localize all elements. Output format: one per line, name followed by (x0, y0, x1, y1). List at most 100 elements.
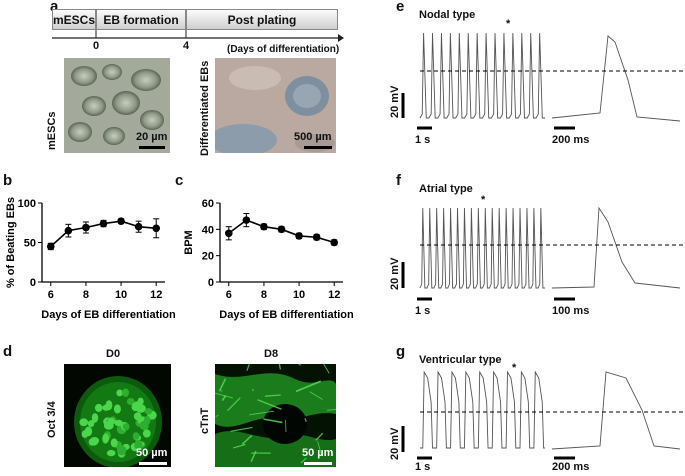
data-point (134, 222, 143, 231)
nucleus (136, 401, 143, 409)
nucleus (110, 438, 118, 448)
ap-atrial (551, 206, 681, 289)
chart-b: 0 50 100 6 8 10 12 Days of EB differentiation % … (5, 197, 176, 321)
data-point (99, 219, 108, 228)
panel-label-f: f (396, 172, 401, 189)
timeline-stage-post-plating: Post plating (186, 9, 338, 30)
nucleus (102, 404, 110, 411)
nucleus (122, 388, 130, 397)
time-scale-f-right: 100 ms (552, 305, 590, 317)
scale-bar (139, 462, 167, 465)
nucleus (143, 415, 151, 425)
x-tick-label: 12 (150, 289, 162, 301)
ebs-scale-label: 500 µm (294, 131, 332, 143)
x-axis-label: Days of EB differentiation (41, 309, 176, 321)
time-scale-g-left: 1 s (415, 461, 431, 473)
x-tick-label: 10 (293, 289, 305, 301)
time-scale-e-left: 1 s (415, 134, 431, 146)
data-point (260, 222, 268, 231)
voltage-scale-g: 20 mV (389, 427, 401, 460)
x-tick-label: 8 (83, 289, 89, 301)
fiber (326, 409, 336, 411)
fiber (263, 418, 283, 424)
fiber (257, 399, 282, 410)
y-tick-label: 0 (208, 277, 214, 289)
chart-c: 0 20 40 60 6 8 10 12 Days of EB differentiation B… (183, 198, 354, 321)
data-point (295, 232, 303, 240)
trace-ventricular (420, 370, 545, 449)
atrial-type-title: Atrial type (419, 183, 473, 195)
data-point (46, 242, 55, 251)
asterisk-g: * (512, 362, 517, 374)
x-axis-label: Days of EB differentiation (219, 309, 354, 321)
data-point (224, 229, 233, 238)
nucleus (106, 449, 116, 457)
x-tick-label: 8 (261, 289, 267, 301)
ventricular-type-title: Ventricular type (419, 354, 502, 366)
fiber (315, 432, 324, 441)
fiber (304, 418, 307, 422)
timeline-stage-mescs: mESCs (52, 9, 96, 30)
x-tick-label: 6 (226, 289, 232, 301)
fiber (251, 388, 254, 392)
time-scale-e-right: 200 ms (552, 134, 590, 146)
nucleus (91, 413, 99, 423)
panel-label-c: c (175, 172, 184, 189)
fiber (230, 426, 253, 432)
ctnt-photo (215, 364, 336, 467)
trace-atrial (419, 207, 545, 289)
nucleus (142, 429, 151, 438)
nucleus (144, 408, 153, 415)
data-point (64, 226, 73, 235)
fiber (241, 434, 253, 445)
fiber (233, 443, 246, 449)
timeline-tick-4: 4 (183, 40, 190, 52)
nucleus (132, 432, 140, 440)
fiber (215, 414, 219, 418)
nucleus (114, 419, 123, 427)
timeline-axis (52, 30, 344, 42)
fiber (246, 364, 250, 371)
fiber (323, 364, 330, 374)
voltage-scale-e: 20 mV (389, 85, 401, 118)
x-tick-label: 10 (115, 289, 127, 301)
panel-label-d: d (3, 343, 13, 360)
panel-label-a: a (50, 0, 59, 15)
y-tick-label: 0 (30, 277, 36, 289)
d8-title: D8 (264, 348, 279, 360)
data-point (330, 238, 339, 247)
data-point (152, 224, 161, 233)
timeline-axis-label: (Days of differentiation) (227, 44, 340, 55)
nucleus (84, 426, 93, 437)
scale-bar (304, 462, 332, 465)
panel-label-e: e (396, 0, 405, 15)
scale-bar (304, 146, 332, 149)
ctnt-scale-label: 50 µm (302, 447, 334, 459)
data-point (82, 223, 90, 232)
nucleus (88, 438, 96, 446)
x-tick-label: 12 (328, 289, 340, 301)
d0-title: D0 (106, 348, 121, 360)
nucleus (79, 418, 89, 427)
fiber (249, 410, 275, 416)
panel-label-g: g (396, 343, 406, 360)
oct34-scale-label: 50 µm (136, 447, 168, 459)
nucleus (94, 403, 103, 413)
y-tick-label: 40 (202, 224, 214, 236)
nucleus (122, 423, 130, 431)
fiber (309, 391, 323, 400)
data-point (277, 225, 286, 234)
ap-nodal (551, 35, 681, 122)
fiber (300, 457, 307, 464)
ap-ventricular (551, 371, 681, 450)
nucleus (102, 433, 110, 444)
time-scale-f-left: 1 s (415, 305, 431, 317)
nucleus (87, 420, 95, 428)
timeline-stage-eb-formation: EB formation (96, 9, 186, 30)
nodal-type-title: Nodal type (419, 9, 476, 21)
y-axis-label: % of Beating EBs (5, 197, 17, 288)
timeline-tick-0: 0 (93, 40, 100, 52)
fiber (264, 394, 281, 397)
asterisk-e: * (506, 18, 511, 30)
